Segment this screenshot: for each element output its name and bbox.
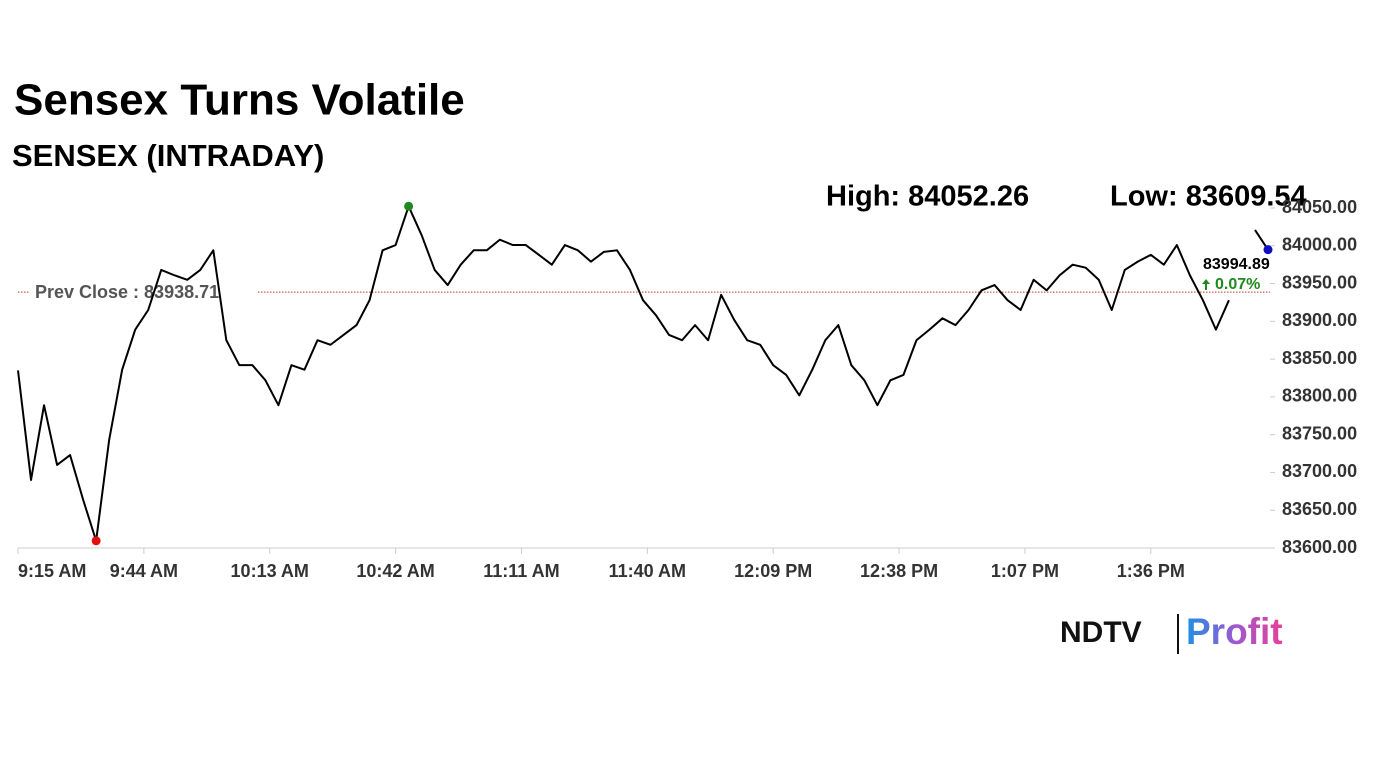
chart-subtitle: SENSEX (INTRADAY): [12, 138, 324, 173]
prev-close-label: Prev Close : 83938.71: [35, 282, 219, 302]
y-tick-label: 83950.00: [1282, 272, 1357, 292]
y-tick-label: 83900.00: [1282, 310, 1357, 330]
logo-profit: Profit: [1186, 611, 1283, 652]
last-marker: [1263, 245, 1273, 255]
x-tick-label: 9:15 AM: [18, 561, 86, 581]
y-tick-label: 83850.00: [1282, 348, 1357, 368]
x-tick-label: 12:09 PM: [734, 561, 812, 581]
change-label: 0.07%: [1215, 276, 1260, 293]
y-tick-label: 83650.00: [1282, 499, 1357, 519]
price-line: [17, 205, 1269, 542]
x-tick-label: 10:42 AM: [356, 561, 434, 581]
y-tick-label: 83600.00: [1282, 537, 1357, 557]
x-tick-label: 10:13 AM: [231, 561, 309, 581]
y-tick-label: 83750.00: [1282, 423, 1357, 443]
x-tick-label: 11:40 AM: [609, 561, 686, 581]
y-tick-label: 84000.00: [1282, 235, 1357, 255]
y-tick-label: 84050.00: [1282, 197, 1357, 217]
x-tick-label: 9:44 AM: [110, 561, 178, 581]
low-marker: [91, 536, 101, 546]
x-tick-label: 12:38 PM: [860, 561, 938, 581]
y-tick-label: 83800.00: [1282, 386, 1357, 406]
change-arrow: [1202, 279, 1210, 290]
y-tick-label: 83700.00: [1282, 461, 1357, 481]
x-tick-label: 1:36 PM: [1117, 561, 1185, 581]
last-value-label: 83994.89: [1203, 256, 1270, 273]
chart-title: Sensex Turns Volatile: [14, 76, 465, 125]
high-label: High: 84052.26: [826, 181, 1029, 213]
x-tick-label: 1:07 PM: [991, 561, 1059, 581]
logo-ndtv: NDTV: [1060, 616, 1142, 649]
high-marker: [404, 201, 414, 211]
x-tick-label: 11:11 AM: [483, 561, 559, 581]
low-label: Low: 83609.54: [1110, 181, 1307, 213]
